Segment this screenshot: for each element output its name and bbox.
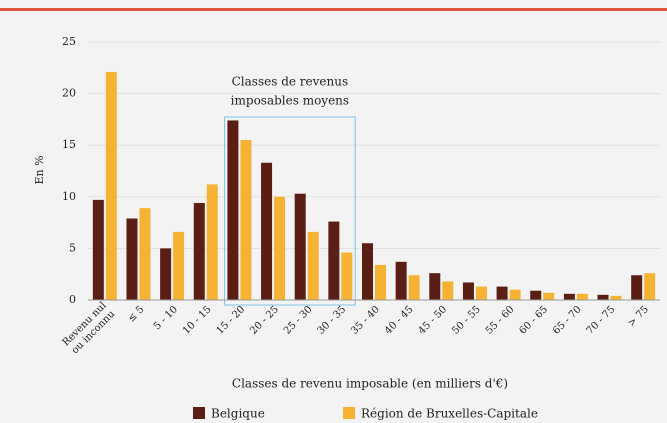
legend-swatch <box>193 407 205 419</box>
top-rule <box>0 8 667 11</box>
bar <box>261 162 273 300</box>
annotation: Classes de revenus <box>232 75 349 89</box>
bar <box>206 184 218 300</box>
bar <box>631 275 643 300</box>
bar <box>375 264 386 300</box>
bar <box>475 286 487 300</box>
y-tick-label: 20 <box>62 87 76 100</box>
bar <box>227 120 239 300</box>
bar <box>328 221 340 300</box>
bar <box>644 273 656 300</box>
y-tick-label: 25 <box>62 35 76 48</box>
bar <box>193 202 205 300</box>
bar <box>563 293 575 300</box>
bar <box>597 294 609 300</box>
bar <box>610 295 622 300</box>
legend-swatch <box>343 407 355 419</box>
y-tick-label: 10 <box>62 190 76 203</box>
bar <box>92 199 104 300</box>
y-tick-label: 5 <box>69 241 76 254</box>
x-axis-label: Classes de revenu imposable (en milliers… <box>232 377 508 391</box>
bar <box>274 196 286 300</box>
bar <box>395 261 407 300</box>
bar <box>240 140 252 300</box>
annotation: imposables moyens <box>231 94 349 108</box>
bar <box>294 193 306 300</box>
bar <box>496 286 508 300</box>
bar <box>576 293 588 300</box>
bar <box>429 273 441 300</box>
bar <box>341 252 353 300</box>
y-tick-label: 0 <box>69 293 76 306</box>
bar <box>126 218 138 300</box>
bar <box>509 289 521 300</box>
bar <box>105 71 117 300</box>
y-tick-label: 15 <box>62 138 76 151</box>
bar <box>543 292 555 300</box>
bar <box>362 243 373 300</box>
legend-label: Belgique <box>211 407 265 421</box>
bar <box>408 275 420 300</box>
bar <box>307 231 319 300</box>
annotation-box <box>224 116 356 306</box>
legend-label: Région de Bruxelles-Capitale <box>361 407 538 421</box>
bar <box>160 248 172 300</box>
bar <box>173 231 185 300</box>
bar <box>139 208 151 300</box>
bar <box>530 290 542 300</box>
bar <box>462 282 474 300</box>
y-axis-label: En % <box>33 155 46 184</box>
bar <box>442 281 454 300</box>
